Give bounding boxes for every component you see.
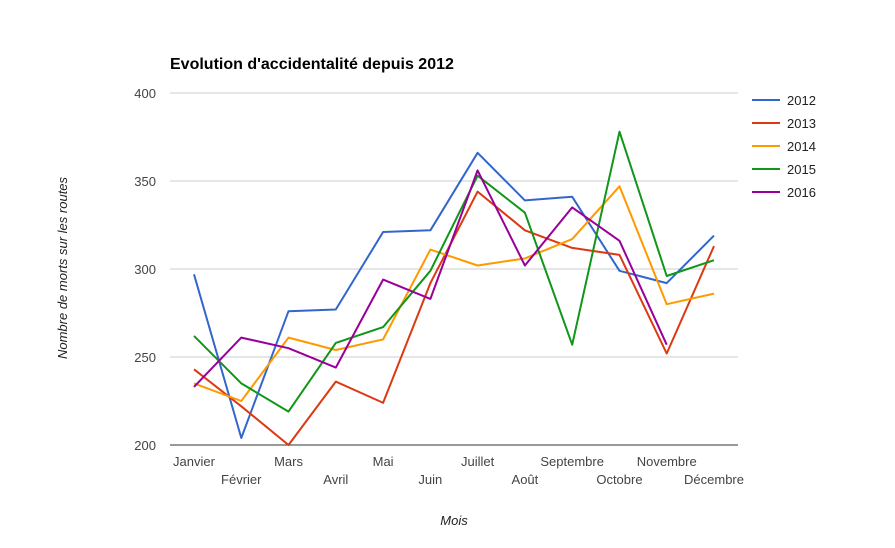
y-tick-label: 400 (134, 86, 156, 101)
legend-label[interactable]: 2016 (787, 185, 816, 200)
x-tick-label: Octobre (596, 472, 642, 487)
y-axis-title: Nombre de morts sur les routes (55, 176, 70, 359)
y-tick-label: 300 (134, 262, 156, 277)
legend-label[interactable]: 2012 (787, 93, 816, 108)
y-axis-ticks: 200 250 300 350 400 (134, 86, 156, 453)
y-tick-label: 200 (134, 438, 156, 453)
x-tick-label: Août (512, 472, 539, 487)
x-tick-label: Juillet (461, 454, 495, 469)
x-tick-label: Février (221, 472, 262, 487)
y-tick-label: 250 (134, 350, 156, 365)
legend[interactable]: 2012 2013 2014 2015 2016 (752, 93, 816, 200)
x-tick-label: Septembre (540, 454, 604, 469)
series-line-2014 (193, 185, 715, 402)
series-line-2015 (193, 130, 715, 413)
series-lines (193, 130, 715, 446)
x-tick-label: Novembre (637, 454, 697, 469)
x-axis-title: Mois (440, 513, 468, 528)
series-line-2016 (193, 169, 668, 388)
x-tick-label: Juin (418, 472, 442, 487)
legend-label[interactable]: 2013 (787, 116, 816, 131)
legend-label[interactable]: 2015 (787, 162, 816, 177)
chart-title: Evolution d'accidentalité depuis 2012 (170, 56, 454, 73)
x-tick-label: Mai (373, 454, 394, 469)
legend-label[interactable]: 2014 (787, 139, 816, 154)
x-tick-label: Avril (323, 472, 348, 487)
x-tick-label: Décembre (684, 472, 744, 487)
x-tick-label: Mars (274, 454, 303, 469)
x-axis-ticks: Janvier Février Mars Avril Mai Juin Juillet Aoû… (173, 454, 744, 487)
x-tick-label: Janvier (173, 454, 216, 469)
gridlines (170, 92, 738, 446)
y-tick-label: 350 (134, 174, 156, 189)
series-line-2012 (193, 151, 715, 439)
